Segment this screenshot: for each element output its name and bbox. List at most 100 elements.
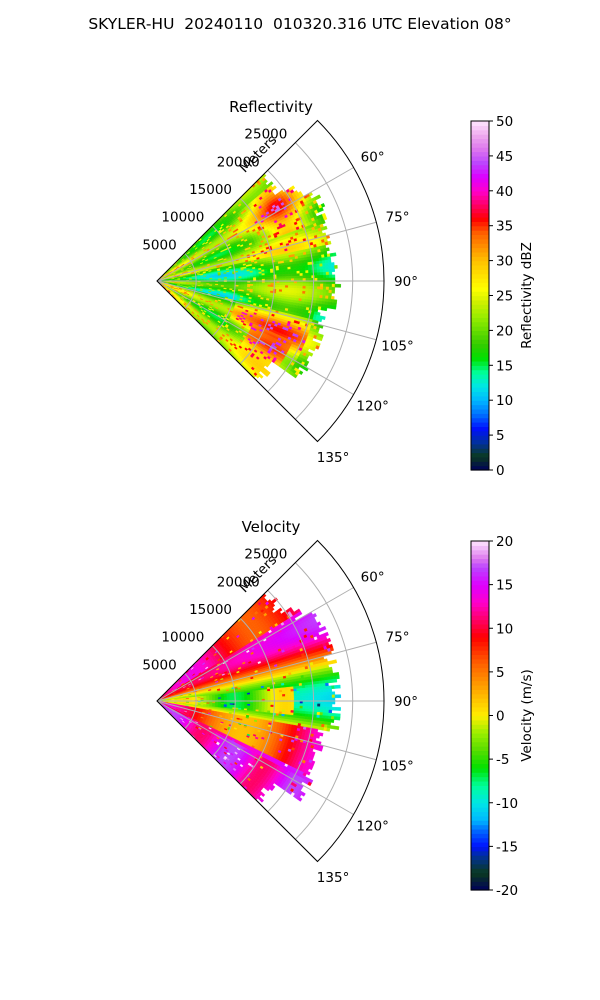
- colorbar-segment: [471, 269, 489, 275]
- azimuth-spoke: [156, 700, 377, 761]
- colorbar-segment: [471, 286, 489, 292]
- colorbar-segment: [471, 208, 489, 214]
- radial-tick-label: 20000: [217, 574, 260, 590]
- azimuth-tick-label: 75°: [386, 210, 410, 226]
- colorbar-segment: [471, 121, 489, 126]
- colorbar-segment: [471, 186, 489, 192]
- figure-suptitle: SKYLER-HU 20240110 010320.316 UTC Elevat…: [88, 15, 512, 33]
- colorbar-segment: [471, 413, 489, 419]
- colorbar-segment: [471, 671, 489, 677]
- colorbar-segment: [471, 628, 489, 634]
- colorbar-segment: [471, 571, 489, 577]
- colorbar-segment: [471, 326, 489, 331]
- colorbar-segment: [471, 378, 489, 384]
- colorbar-segment: [471, 461, 489, 467]
- radial-tick-label: 25000: [244, 547, 287, 563]
- colorbar-segment: [471, 195, 489, 201]
- colorbar-segment: [471, 465, 489, 471]
- colorbar-segment: [471, 824, 489, 830]
- colorbar-segment: [471, 260, 489, 266]
- colorbar-segment: [471, 855, 489, 861]
- colorbar-segment: [471, 422, 489, 427]
- radial-tick-label: 5000: [142, 237, 176, 253]
- panel-title: Velocity: [242, 518, 301, 536]
- colorbar-segment: [471, 343, 489, 349]
- colorbar-segment: [471, 602, 489, 608]
- colorbar-segment: [471, 160, 489, 166]
- colorbar-segment: [471, 374, 489, 379]
- colorbar-segment: [471, 545, 489, 551]
- colorbar-segment: [471, 395, 489, 401]
- colorbar-segment: [471, 317, 489, 323]
- colorbar-segment: [471, 846, 489, 852]
- colorbar-segment: [471, 352, 489, 358]
- colorbar-segment: [471, 369, 489, 375]
- colorbar-segment: [471, 134, 489, 140]
- azimuth-spoke: [156, 221, 377, 282]
- colorbar-segment: [471, 400, 489, 406]
- azimuth-tick-label: 90°: [394, 694, 418, 710]
- colorbar-segment: [471, 299, 489, 305]
- colorbar-segment: [471, 876, 489, 882]
- colorbar-segment: [471, 365, 489, 371]
- colorbar-tick-label: 0: [496, 463, 505, 479]
- colorbar-segment: [471, 256, 489, 262]
- colorbar-segment: [471, 842, 489, 847]
- radial-tick-label: 15000: [189, 602, 232, 618]
- colorbar-segment: [471, 746, 489, 751]
- colorbar-tick-label: 5: [496, 665, 505, 681]
- colorbar-segment: [471, 881, 489, 887]
- colorbar-segment: [471, 741, 489, 747]
- colorbar: 0 5 10 15 20 25 30 35 40 45 50 Reflectivity dBZ: [470, 114, 535, 479]
- colorbar-tick-label: 40: [496, 184, 513, 200]
- panel-title: Reflectivity: [229, 98, 313, 116]
- colorbar-segment: [471, 850, 489, 856]
- colorbar-segment: [471, 247, 489, 253]
- colorbar-segment: [471, 859, 489, 865]
- colorbar-segment: [471, 404, 489, 410]
- polar-gridlines: [156, 142, 384, 442]
- colorbar-segment: [471, 698, 489, 704]
- colorbar-segment: [471, 251, 489, 257]
- radial-tick-label: 5000: [142, 657, 176, 673]
- colorbar-segment: [471, 295, 489, 301]
- colorbar-segment: [471, 567, 489, 573]
- colorbar-tick-label: 10: [496, 393, 513, 409]
- colorbar-tick-label: -20: [496, 883, 518, 899]
- colorbar-segment: [471, 291, 489, 297]
- radial-tick-label: 20000: [217, 154, 260, 170]
- colorbar-segment: [471, 807, 489, 813]
- colorbar-segment: [471, 155, 489, 161]
- colorbar-segment: [471, 588, 489, 594]
- azimuth-tick-label: 120°: [356, 819, 389, 835]
- data-field: [156, 173, 342, 379]
- colorbar-segment: [471, 212, 489, 218]
- colorbar-segment: [471, 330, 489, 336]
- colorbar-segment: [471, 658, 489, 664]
- colorbar-tick-label: 0: [496, 709, 505, 725]
- polar-panel-reflectivity: Reflectivity500010000150002000025000Mete…: [142, 98, 535, 479]
- colorbar-tick-label: 20: [496, 323, 513, 339]
- colorbar-segment: [471, 142, 489, 148]
- colorbar-tick-label: 5: [496, 428, 505, 444]
- colorbar-segment: [471, 636, 489, 642]
- colorbar-segment: [471, 264, 489, 270]
- colorbar: -20 -15 -10 -5 0 5 10 15 20 Velocity (m/s): [470, 534, 535, 899]
- colorbar-segment: [471, 785, 489, 791]
- colorbar-segment: [471, 737, 489, 743]
- azimuth-tick-label: 120°: [356, 399, 389, 415]
- colorbar-segment: [471, 456, 489, 462]
- colorbar-segment: [471, 448, 489, 454]
- colorbar-tick-label: -15: [496, 839, 518, 855]
- colorbar-segment: [471, 754, 489, 760]
- colorbar-segment: [471, 719, 489, 725]
- colorbar-segment: [471, 439, 489, 445]
- colorbar-segment: [471, 667, 489, 673]
- colorbar-segment: [471, 780, 489, 786]
- colorbar-tick-label: 15: [496, 578, 513, 594]
- colorbar-segment: [471, 391, 489, 397]
- colorbar-segment: [471, 243, 489, 249]
- colorbar-segment: [471, 168, 489, 174]
- colorbar-tick-label: 10: [496, 621, 513, 637]
